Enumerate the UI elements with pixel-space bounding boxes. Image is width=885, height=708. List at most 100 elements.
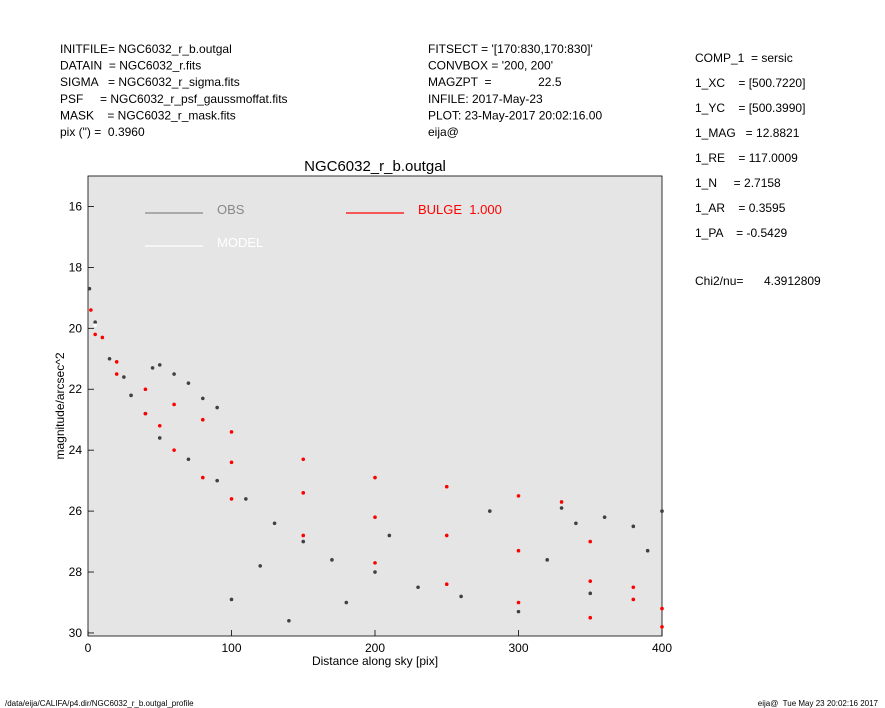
data-point [157, 436, 162, 440]
data-point [545, 558, 549, 562]
data-point [229, 597, 234, 602]
data-point [143, 387, 148, 392]
data-point [93, 323, 97, 328]
x-tick-label: 400 [652, 641, 672, 655]
footer-left: /data/eija/CALIFA/p4.dir/NGC6032_r_b.out… [5, 699, 194, 708]
chart-title: NGC6032_r_b.outgal [304, 158, 446, 175]
data-point [631, 585, 636, 590]
data-point [373, 561, 377, 565]
data-point [444, 484, 449, 489]
data-point [660, 625, 664, 629]
header-line: PSF = NGC6032_r_psf_gaussmoffat.fits [60, 92, 288, 106]
data-point [172, 372, 176, 376]
data-point [301, 533, 306, 538]
data-point [660, 606, 664, 611]
data-point [373, 515, 377, 519]
header-line: CONVBOX = '200, 200' [428, 59, 553, 73]
data-point [459, 594, 463, 599]
data-point [631, 524, 636, 529]
data-point [150, 366, 155, 370]
data-point [516, 548, 521, 553]
y-tick-label: 22 [69, 382, 83, 396]
fit-param: 1_PA = -0.5429 [695, 226, 788, 240]
header-line: DATAIN = NGC6032_r.fits [60, 59, 201, 73]
header-line: INFILE: 2017-May-23 [428, 92, 543, 106]
footer-right: eija@ Tue May 23 20:02:16 2017 [758, 699, 879, 708]
data-point [201, 396, 205, 401]
data-point [330, 558, 334, 562]
y-tick-label: 30 [69, 626, 83, 640]
header-line: SIGMA = NGC6032_r_sigma.fits [60, 75, 240, 89]
fit-param: 1_MAG = 12.8821 [695, 126, 800, 140]
x-tick-label: 200 [365, 641, 385, 655]
data-point [588, 579, 593, 583]
data-point [100, 335, 105, 340]
data-point [287, 618, 291, 623]
data-point [516, 494, 521, 498]
data-point [172, 402, 176, 407]
data-point [559, 506, 564, 510]
header-line: PLOT: 23-May-2017 20:02:16.00 [428, 108, 602, 122]
fit-param: 1_N = 2.7158 [695, 176, 781, 190]
data-point [229, 460, 234, 465]
fit-param: 1_RE = 117.0009 [695, 151, 798, 165]
x-tick-label: 0 [85, 641, 92, 655]
data-point [186, 381, 191, 385]
data-point [129, 393, 133, 398]
data-point [201, 475, 205, 480]
data-point [229, 430, 234, 434]
header-line: eija@ [428, 125, 459, 139]
data-point [631, 597, 636, 602]
data-point [588, 591, 593, 596]
data-point [444, 533, 449, 538]
data-point [373, 570, 377, 574]
header-line: FITSECT = '[170:830,170:830]' [428, 42, 593, 56]
fit-param: COMP_1 = sersic [695, 51, 793, 65]
legend-label: BULGE 1.000 [418, 202, 502, 217]
fit-param: 1_AR = 0.3595 [695, 201, 786, 215]
data-point [416, 585, 420, 590]
data-point [122, 375, 126, 379]
data-point [559, 500, 564, 504]
data-point [89, 308, 93, 312]
x-tick-label: 300 [508, 641, 528, 655]
data-point [272, 521, 277, 526]
header-line: pix (") = 0.3960 [60, 125, 145, 139]
data-point [516, 600, 521, 605]
data-point [588, 539, 593, 544]
data-point [301, 457, 306, 462]
data-point [588, 615, 593, 620]
fit-param: 1_XC = [500.7220] [695, 76, 805, 90]
fit-param: 1_YC = [500.3990] [695, 101, 805, 115]
data-point [114, 360, 119, 364]
header-line: INITFILE= NGC6032_r_b.outgal [60, 42, 232, 56]
data-point [215, 478, 219, 483]
chi2-label: Chi2/nu= [695, 274, 743, 288]
data-point [516, 609, 521, 614]
data-point [157, 363, 162, 367]
data-point [229, 497, 234, 501]
data-point [488, 509, 492, 513]
y-axis-label: magnitude/arcsec^2 [53, 352, 67, 459]
data-point [93, 320, 97, 325]
data-point [574, 521, 578, 526]
data-point [186, 457, 191, 462]
data-point [344, 600, 349, 605]
data-point [157, 424, 162, 428]
data-point [301, 539, 306, 544]
data-point [602, 515, 607, 519]
data-point [258, 564, 263, 568]
data-point [645, 548, 650, 553]
plot-area [87, 175, 663, 637]
header-line: MASK = NGC6032_r_mask.fits [60, 108, 236, 122]
data-point [387, 533, 392, 538]
data-point [172, 448, 176, 452]
x-tick-label: 100 [221, 641, 241, 655]
legend-label: MODEL [217, 235, 263, 250]
y-tick-label: 18 [69, 260, 83, 274]
data-point [301, 491, 306, 495]
x-axis-label: Distance along sky [pix] [312, 654, 438, 668]
data-point [444, 582, 449, 587]
y-tick-label: 20 [69, 321, 83, 335]
